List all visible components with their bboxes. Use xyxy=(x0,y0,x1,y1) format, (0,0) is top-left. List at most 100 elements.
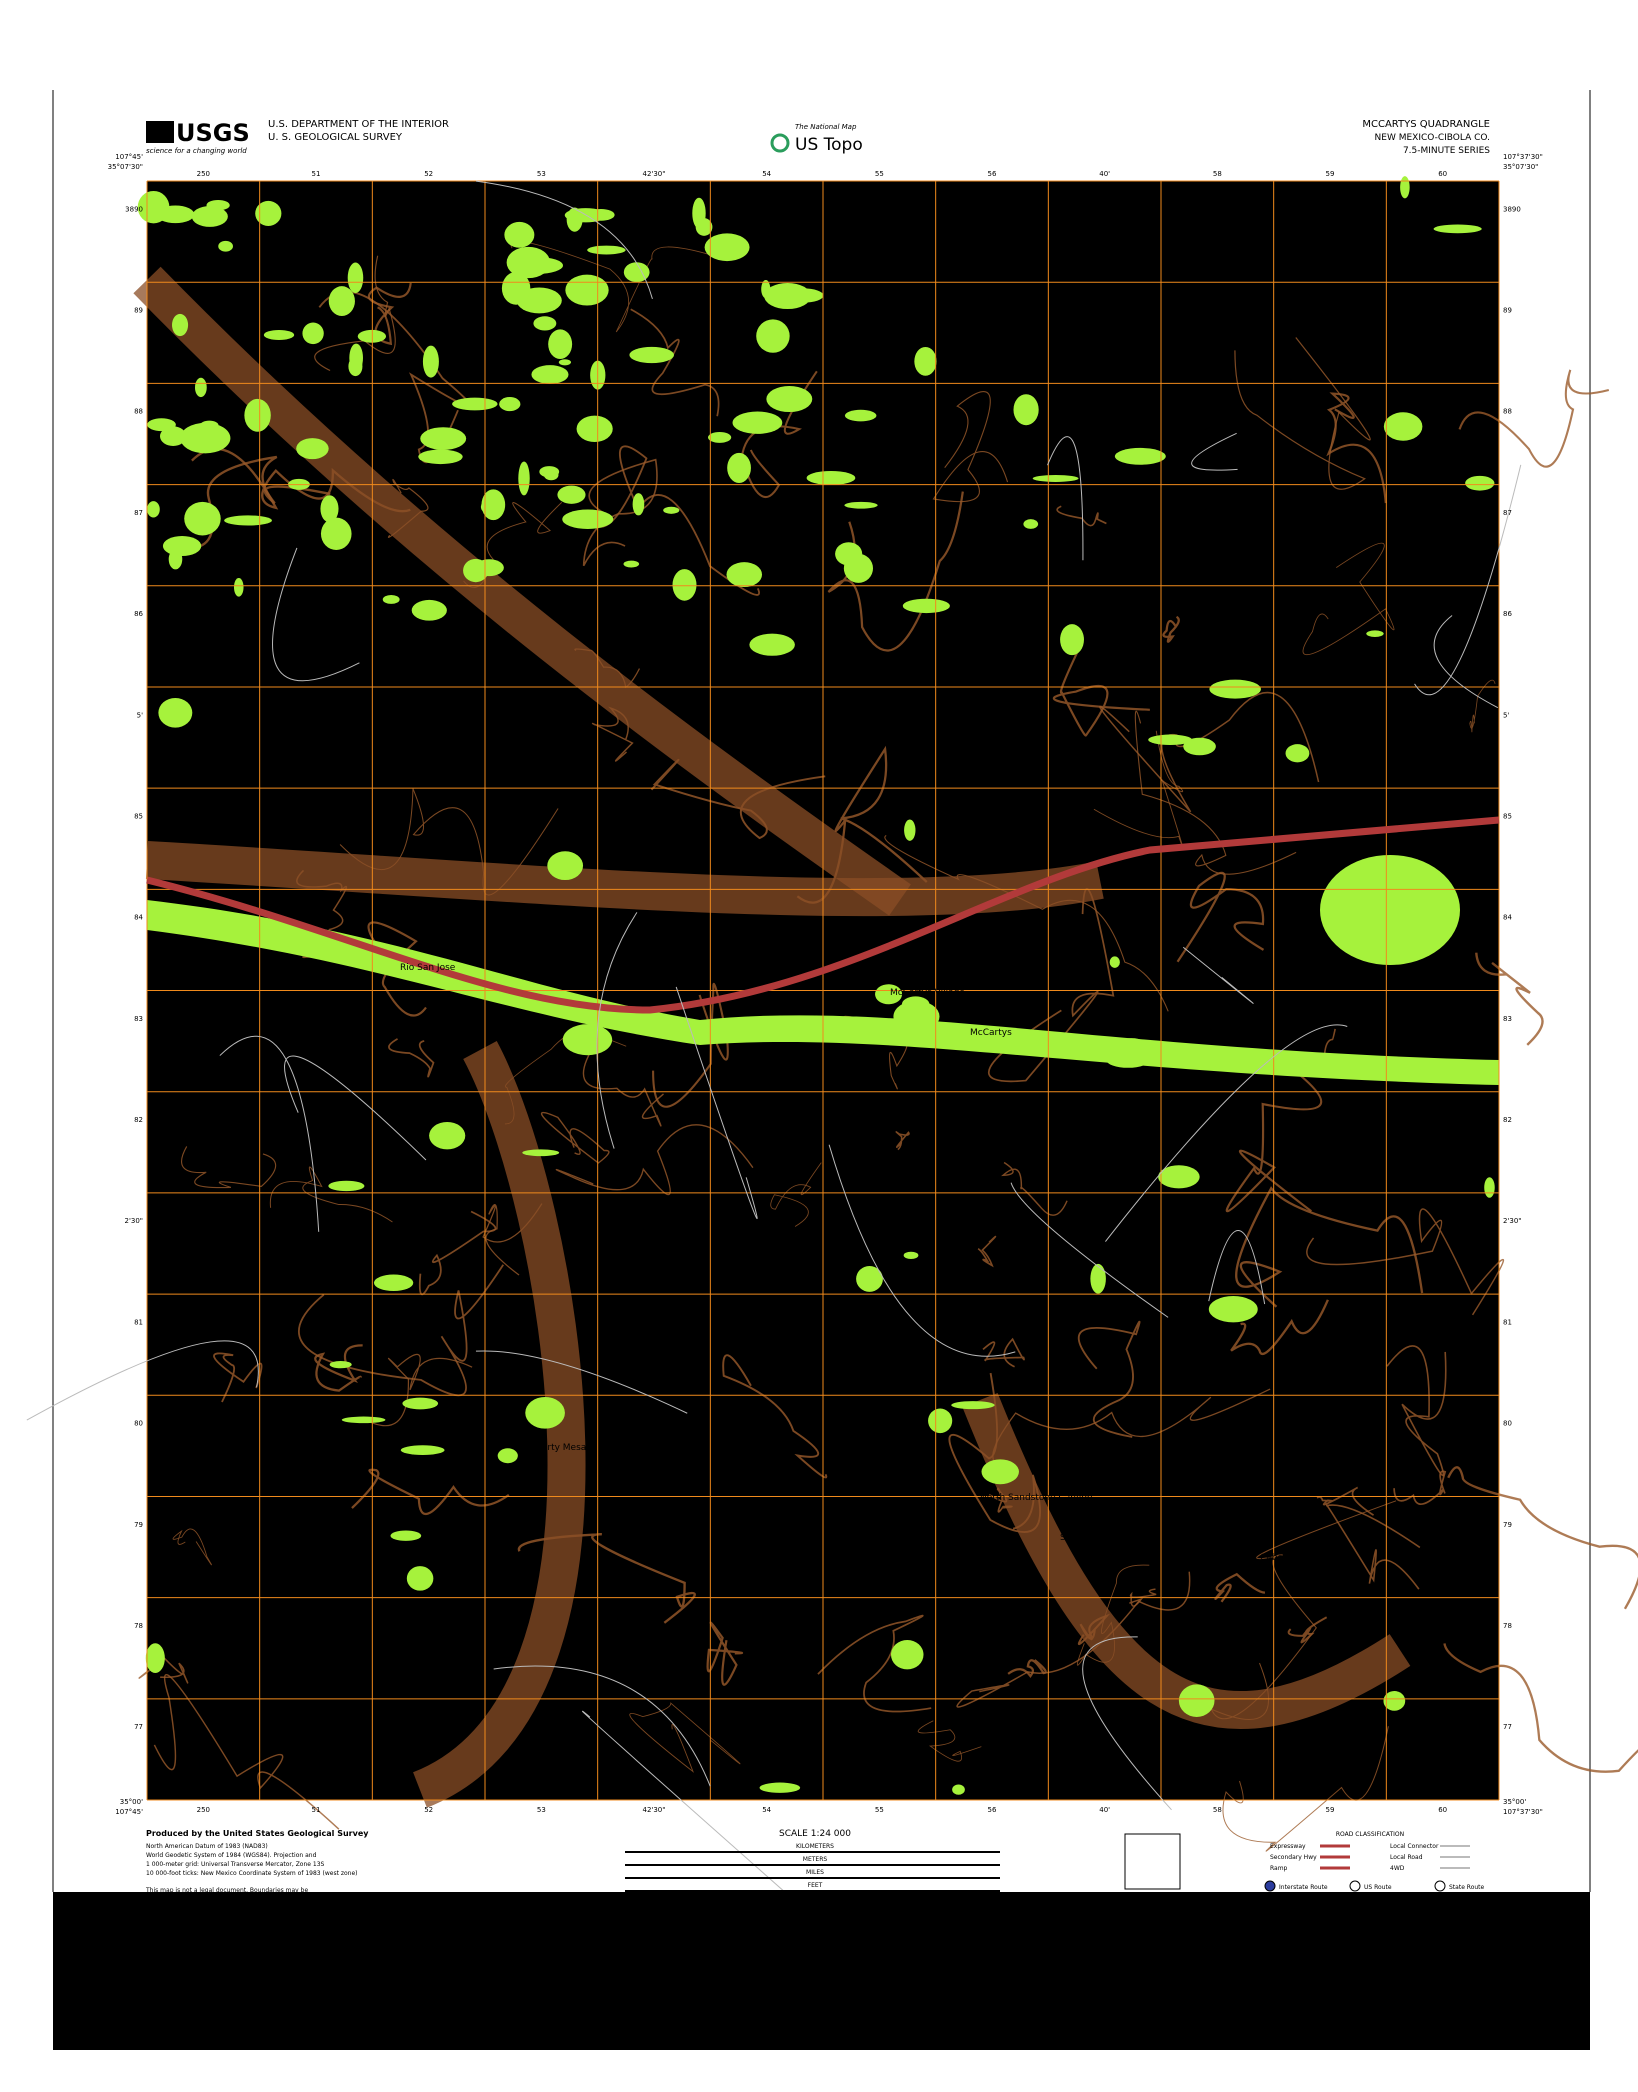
contour xyxy=(1230,1299,1329,1356)
vegetation xyxy=(1383,1691,1406,1711)
vegetation xyxy=(1465,475,1495,491)
vegetation xyxy=(548,329,573,360)
left-tick-label: 82 xyxy=(134,1116,143,1124)
local-road xyxy=(1208,1230,1266,1305)
vegetation xyxy=(903,1251,919,1260)
left-tick-label: 78 xyxy=(134,1622,143,1630)
vegetation xyxy=(695,218,713,236)
vegetation xyxy=(328,1180,365,1192)
vegetation xyxy=(565,274,609,306)
vegetation xyxy=(1433,224,1482,234)
terrain xyxy=(26,176,1638,1916)
vegetation xyxy=(302,322,324,345)
contour xyxy=(360,1353,473,1427)
road-type: Expressway xyxy=(1270,1843,1306,1850)
right-tick-label: 2'30" xyxy=(1503,1217,1522,1225)
road-title: ROAD CLASSIFICATION xyxy=(1336,1831,1404,1838)
interstate xyxy=(146,816,1500,1014)
scale-unit: KILOMETERS xyxy=(796,1843,834,1850)
local-road xyxy=(475,1350,688,1414)
contour xyxy=(1234,337,1371,490)
right-tick-label: 79 xyxy=(1503,1521,1512,1529)
top-tick-label: 58 xyxy=(1213,170,1222,178)
vegetation xyxy=(1060,624,1084,656)
bottom-tick-label: 51 xyxy=(312,1806,321,1814)
scale-unit: MILES xyxy=(806,1869,824,1876)
vegetation xyxy=(1023,519,1039,529)
left-tick-label: 79 xyxy=(134,1521,143,1529)
contour xyxy=(181,1146,277,1189)
vegetation xyxy=(382,594,400,604)
local-road xyxy=(596,912,638,1149)
contour xyxy=(172,1528,212,1566)
local-road xyxy=(1433,615,1499,709)
top-tick-label: 59 xyxy=(1326,170,1335,178)
vegetation xyxy=(1013,394,1039,426)
agency: U. S. GEOLOGICAL SURVEY xyxy=(268,132,403,143)
corner-coordinate: 35°00' xyxy=(120,1798,143,1806)
vegetation xyxy=(539,466,560,478)
contour xyxy=(1393,1470,1447,1505)
contour xyxy=(652,982,729,1108)
vegetation xyxy=(168,549,183,570)
datum-note: World Geodetic System of 1984 (WGS84). P… xyxy=(146,1852,317,1859)
vegetation xyxy=(587,245,626,255)
vegetation xyxy=(194,377,207,398)
contour xyxy=(932,390,1009,503)
vegetation xyxy=(504,221,535,248)
right-tick-label: 83 xyxy=(1503,1015,1512,1023)
vegetation xyxy=(518,461,530,496)
contour xyxy=(1235,1186,1424,1308)
contour xyxy=(1316,1486,1375,1516)
vegetation xyxy=(764,282,811,310)
vegetation xyxy=(629,346,675,364)
vegetation xyxy=(400,1445,445,1455)
vegetation xyxy=(1090,1263,1106,1294)
contour xyxy=(1458,369,1610,468)
local-road xyxy=(219,1035,320,1232)
vegetation xyxy=(296,438,329,460)
datum-note: 1 000-meter grid: Universal Transverse M… xyxy=(146,1861,325,1868)
vegetation xyxy=(632,493,645,516)
contour xyxy=(630,308,720,417)
right-tick-label: 87 xyxy=(1503,509,1512,517)
vegetation xyxy=(1208,1295,1258,1323)
vegetation xyxy=(1366,630,1384,637)
top-tick-label: 54 xyxy=(762,170,771,178)
contour xyxy=(1214,1572,1266,1603)
us-topo: US Topo xyxy=(795,135,863,155)
right-tick-label: 82 xyxy=(1503,1116,1512,1124)
left-tick-label: 3890 xyxy=(125,205,143,213)
contour xyxy=(510,240,720,333)
vegetation xyxy=(525,1396,565,1429)
vegetation xyxy=(891,1639,924,1670)
right-tick-label: 86 xyxy=(1503,610,1512,618)
vegetation xyxy=(951,1401,995,1410)
contour xyxy=(884,834,1169,1012)
bottom-band xyxy=(53,1892,1590,2050)
left-tick-label: 5' xyxy=(137,711,143,719)
vegetation xyxy=(843,553,874,583)
vegetation xyxy=(902,598,950,614)
contour xyxy=(1162,615,1180,643)
vegetation xyxy=(806,470,856,485)
vegetation xyxy=(429,1121,466,1150)
contour xyxy=(1077,1320,1141,1438)
vegetation xyxy=(766,385,813,413)
left-tick-label: 86 xyxy=(134,610,143,618)
contour xyxy=(1007,1659,1047,1678)
vegetation xyxy=(1109,956,1120,968)
contour xyxy=(895,1131,910,1151)
vegetation xyxy=(1158,1165,1200,1189)
contour xyxy=(1287,1616,1328,1644)
state-locator xyxy=(1124,1833,1181,1890)
contour xyxy=(269,1166,393,1223)
place-label: Rio San Jose xyxy=(400,963,456,973)
route-type: State Route xyxy=(1449,1884,1485,1891)
top-tick-label: 53 xyxy=(537,170,546,178)
contour xyxy=(977,1235,997,1268)
place-label: McCartys xyxy=(970,1028,1012,1038)
national-map: The National Map xyxy=(795,123,857,131)
contour xyxy=(1129,1588,1157,1607)
vegetation xyxy=(1320,855,1460,965)
